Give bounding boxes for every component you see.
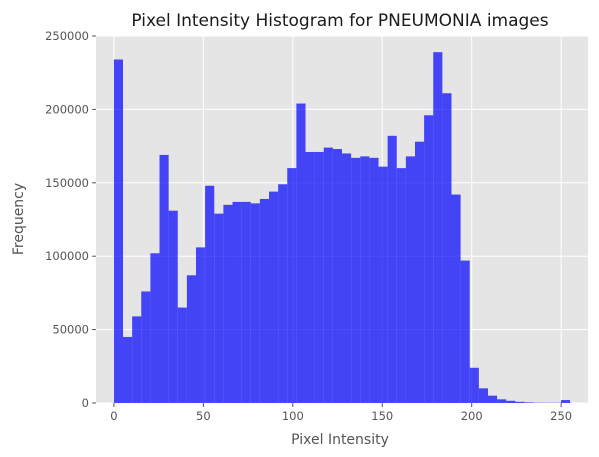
histogram-bar (159, 154, 169, 403)
histogram-bar (332, 149, 342, 403)
y-tick-label: 100000 (45, 249, 89, 263)
x-tick-label: 50 (196, 409, 211, 423)
histogram-bar (278, 184, 288, 403)
histogram-bar (351, 157, 361, 403)
y-axis-ticks: 0 50000 100000 150000 200000 250000 (45, 29, 96, 410)
histogram-bar (369, 157, 379, 403)
x-tick-label: 0 (110, 409, 117, 423)
histogram-bar (460, 260, 470, 403)
histogram-bar (113, 59, 124, 403)
histogram-bar (342, 153, 352, 403)
histogram-bar (387, 135, 397, 403)
y-tick-label: 200000 (45, 102, 89, 116)
histogram-bar (506, 400, 516, 403)
y-tick-label: 250000 (45, 29, 89, 43)
histogram-bar (314, 151, 324, 403)
histogram-bar (323, 147, 333, 403)
histogram-bar (150, 253, 160, 403)
histogram-bar (141, 291, 151, 403)
histogram-bar (433, 52, 443, 403)
histogram-bar (515, 401, 525, 403)
histogram-bar (478, 388, 488, 403)
histogram-bar (177, 307, 187, 403)
histogram-bar (560, 400, 571, 403)
histogram-bar (250, 203, 260, 403)
histogram-bar (360, 156, 370, 403)
histogram-bar (287, 168, 297, 403)
y-axis-label: Frequency (11, 183, 27, 255)
histogram-bar (451, 194, 461, 403)
histogram-bar (232, 201, 242, 403)
histogram-bar (123, 336, 133, 403)
histogram-bar (469, 367, 479, 403)
histogram-bars (113, 52, 571, 404)
y-tick-label: 0 (82, 396, 89, 410)
histogram-bar (442, 93, 452, 403)
x-tick-label: 150 (371, 409, 393, 423)
histogram-bar (132, 316, 142, 403)
x-tick-label: 100 (282, 409, 304, 423)
x-axis-label: Pixel Intensity (291, 432, 389, 448)
histogram-bar (186, 275, 197, 403)
y-tick-label: 50000 (52, 323, 89, 337)
x-tick-label: 250 (550, 409, 572, 423)
histogram-bar (524, 402, 534, 403)
histogram-bar (241, 201, 251, 403)
x-tick-label: 200 (461, 409, 483, 423)
histogram-bar (497, 399, 507, 403)
histogram-bar (487, 395, 498, 403)
histogram-bar (396, 168, 406, 403)
histogram-bar (269, 191, 279, 403)
histogram-bar (214, 213, 224, 403)
y-tick-label: 150000 (45, 176, 89, 190)
histogram-bar (168, 210, 178, 403)
histogram-bar (414, 141, 425, 404)
x-axis-ticks: 0 50 100 150 200 250 (110, 403, 572, 423)
histogram-bar (196, 247, 206, 403)
histogram-bar (378, 166, 388, 403)
histogram-bar (223, 204, 233, 403)
histogram-bar (424, 115, 434, 403)
histogram-bar (296, 103, 306, 403)
histogram-bar (205, 185, 215, 403)
histogram-bar (405, 156, 415, 403)
histogram-bar (305, 151, 315, 403)
chart-title: Pixel Intensity Histogram for PNEUMONIA … (131, 11, 548, 31)
histogram-bar (259, 198, 270, 403)
